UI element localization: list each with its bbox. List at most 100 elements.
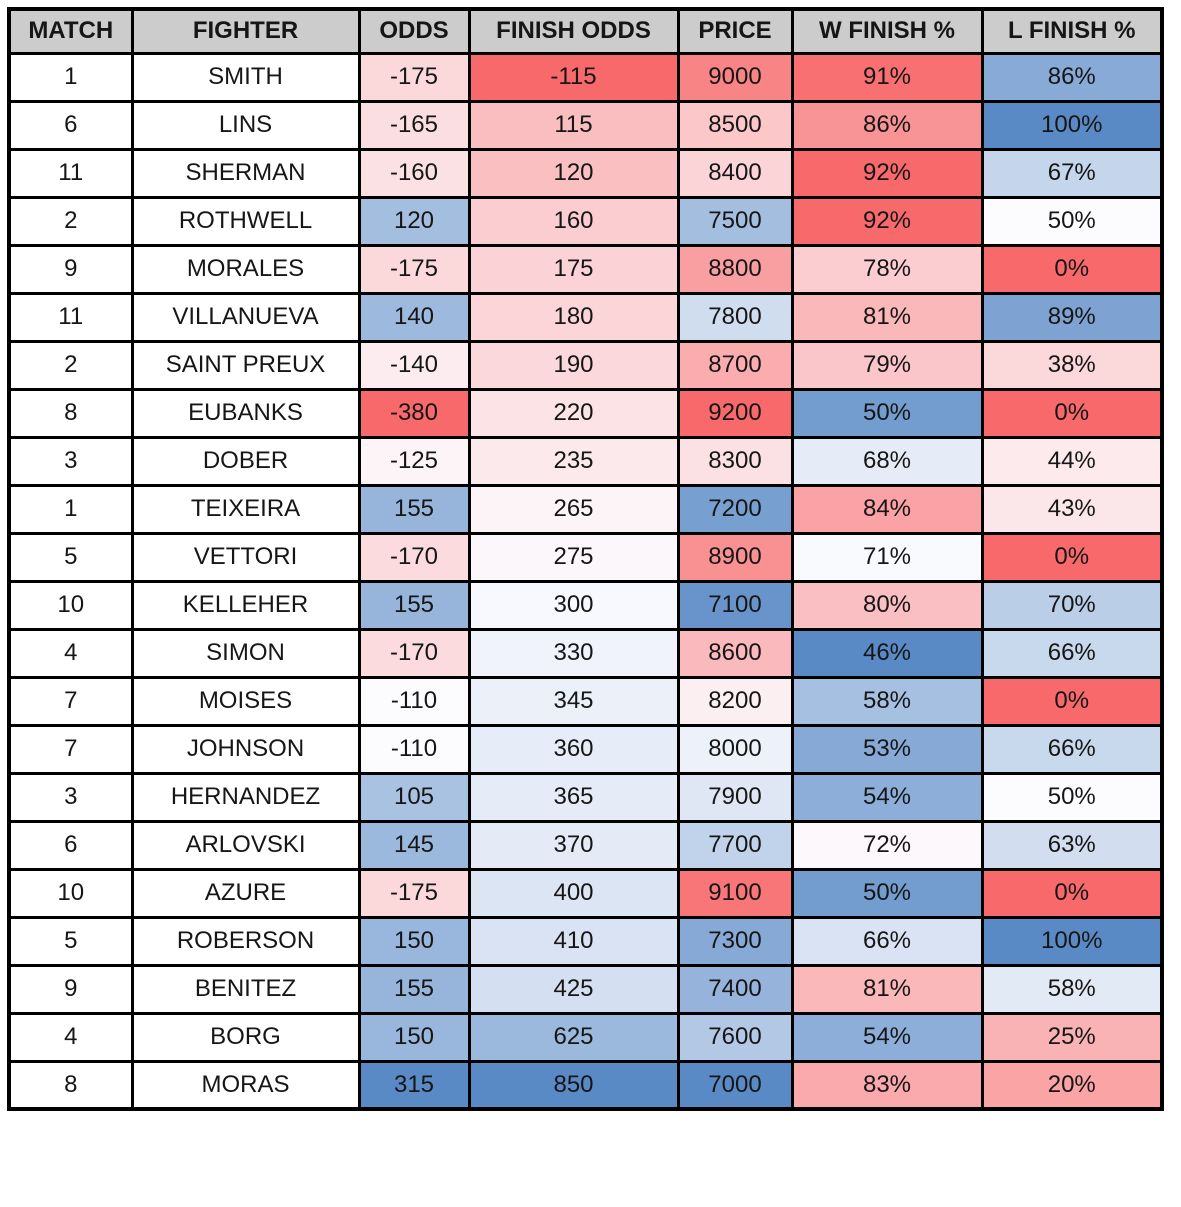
cell-match: 8 bbox=[7, 1059, 134, 1111]
cell-l-finish-pct: 100% bbox=[980, 915, 1164, 967]
cell-match: 7 bbox=[7, 723, 134, 775]
cell-l-finish-pct: 0% bbox=[980, 531, 1164, 583]
cell-w-finish-pct: 68% bbox=[790, 435, 984, 487]
cell-w-finish-pct: 66% bbox=[790, 915, 984, 967]
cell-price: 8700 bbox=[676, 339, 794, 391]
cell-fighter: VILLANUEVA bbox=[130, 291, 361, 343]
table-row: 9 MORALES -175 175 8800 78% 0% bbox=[7, 243, 1164, 295]
cell-match: 2 bbox=[7, 339, 134, 391]
table-row: 10 KELLEHER 155 300 7100 80% 70% bbox=[7, 579, 1164, 631]
cell-match: 11 bbox=[7, 291, 134, 343]
cell-finish-odds: 160 bbox=[467, 195, 680, 247]
cell-odds: -110 bbox=[357, 675, 471, 727]
cell-odds: -165 bbox=[357, 99, 471, 151]
cell-price: 8000 bbox=[676, 723, 794, 775]
cell-w-finish-pct: 81% bbox=[790, 291, 984, 343]
cell-match: 10 bbox=[7, 867, 134, 919]
column-header-price: PRICE bbox=[676, 7, 794, 55]
cell-finish-odds: 850 bbox=[467, 1059, 680, 1111]
cell-w-finish-pct: 80% bbox=[790, 579, 984, 631]
cell-match: 3 bbox=[7, 771, 134, 823]
cell-odds: -175 bbox=[357, 867, 471, 919]
cell-w-finish-pct: 54% bbox=[790, 1011, 984, 1063]
cell-w-finish-pct: 71% bbox=[790, 531, 984, 583]
cell-price: 8300 bbox=[676, 435, 794, 487]
cell-match: 1 bbox=[7, 51, 134, 103]
table-row: 4 BORG 150 625 7600 54% 25% bbox=[7, 1011, 1164, 1063]
cell-l-finish-pct: 0% bbox=[980, 387, 1164, 439]
cell-finish-odds: 115 bbox=[467, 99, 680, 151]
cell-odds: -175 bbox=[357, 51, 471, 103]
cell-w-finish-pct: 92% bbox=[790, 195, 984, 247]
cell-l-finish-pct: 0% bbox=[980, 243, 1164, 295]
cell-fighter: SAINT PREUX bbox=[130, 339, 361, 391]
cell-fighter: ROTHWELL bbox=[130, 195, 361, 247]
cell-fighter: JOHNSON bbox=[130, 723, 361, 775]
cell-l-finish-pct: 0% bbox=[980, 867, 1164, 919]
cell-odds: 150 bbox=[357, 915, 471, 967]
cell-fighter: AZURE bbox=[130, 867, 361, 919]
cell-price: 7400 bbox=[676, 963, 794, 1015]
cell-finish-odds: 370 bbox=[467, 819, 680, 871]
cell-l-finish-pct: 50% bbox=[980, 195, 1164, 247]
table-row: 1 SMITH -175 -115 9000 91% 86% bbox=[7, 51, 1164, 103]
cell-fighter: KELLEHER bbox=[130, 579, 361, 631]
cell-l-finish-pct: 0% bbox=[980, 675, 1164, 727]
column-header-finish-odds: FINISH ODDS bbox=[467, 7, 680, 55]
cell-l-finish-pct: 38% bbox=[980, 339, 1164, 391]
cell-finish-odds: 365 bbox=[467, 771, 680, 823]
cell-w-finish-pct: 72% bbox=[790, 819, 984, 871]
cell-fighter: LINS bbox=[130, 99, 361, 151]
cell-odds: -175 bbox=[357, 243, 471, 295]
table-row: 6 ARLOVSKI 145 370 7700 72% 63% bbox=[7, 819, 1164, 871]
cell-price: 8900 bbox=[676, 531, 794, 583]
cell-w-finish-pct: 58% bbox=[790, 675, 984, 727]
cell-match: 11 bbox=[7, 147, 134, 199]
cell-finish-odds: 180 bbox=[467, 291, 680, 343]
cell-price: 7500 bbox=[676, 195, 794, 247]
cell-odds: 105 bbox=[357, 771, 471, 823]
cell-finish-odds: 265 bbox=[467, 483, 680, 535]
cell-odds: 140 bbox=[357, 291, 471, 343]
cell-fighter: TEIXEIRA bbox=[130, 483, 361, 535]
cell-odds: -170 bbox=[357, 627, 471, 679]
cell-match: 9 bbox=[7, 963, 134, 1015]
cell-w-finish-pct: 50% bbox=[790, 867, 984, 919]
cell-w-finish-pct: 50% bbox=[790, 387, 984, 439]
cell-odds: -170 bbox=[357, 531, 471, 583]
cell-finish-odds: 400 bbox=[467, 867, 680, 919]
cell-fighter: MORALES bbox=[130, 243, 361, 295]
cell-odds: 315 bbox=[357, 1059, 471, 1111]
cell-w-finish-pct: 81% bbox=[790, 963, 984, 1015]
cell-price: 7600 bbox=[676, 1011, 794, 1063]
table-row: 3 DOBER -125 235 8300 68% 44% bbox=[7, 435, 1164, 487]
cell-fighter: MOISES bbox=[130, 675, 361, 727]
table-row: 10 AZURE -175 400 9100 50% 0% bbox=[7, 867, 1164, 919]
cell-price: 9100 bbox=[676, 867, 794, 919]
cell-match: 7 bbox=[7, 675, 134, 727]
cell-finish-odds: 120 bbox=[467, 147, 680, 199]
cell-odds: 145 bbox=[357, 819, 471, 871]
fight-odds-table: MATCH FIGHTER ODDS FINISH ODDS PRICE W F… bbox=[7, 7, 1164, 1111]
cell-price: 8500 bbox=[676, 99, 794, 151]
table-row: 11 SHERMAN -160 120 8400 92% 67% bbox=[7, 147, 1164, 199]
cell-fighter: MORAS bbox=[130, 1059, 361, 1111]
cell-price: 7000 bbox=[676, 1059, 794, 1111]
table-row: 8 EUBANKS -380 220 9200 50% 0% bbox=[7, 387, 1164, 439]
cell-w-finish-pct: 91% bbox=[790, 51, 984, 103]
cell-finish-odds: 330 bbox=[467, 627, 680, 679]
cell-fighter: SIMON bbox=[130, 627, 361, 679]
cell-price: 8400 bbox=[676, 147, 794, 199]
cell-finish-odds: 360 bbox=[467, 723, 680, 775]
cell-odds: 155 bbox=[357, 579, 471, 631]
cell-fighter: BORG bbox=[130, 1011, 361, 1063]
cell-odds: 150 bbox=[357, 1011, 471, 1063]
cell-match: 3 bbox=[7, 435, 134, 487]
cell-price: 8800 bbox=[676, 243, 794, 295]
column-header-match: MATCH bbox=[7, 7, 134, 55]
column-header-odds: ODDS bbox=[357, 7, 471, 55]
cell-l-finish-pct: 44% bbox=[980, 435, 1164, 487]
table-row: 11 VILLANUEVA 140 180 7800 81% 89% bbox=[7, 291, 1164, 343]
table-row: 2 SAINT PREUX -140 190 8700 79% 38% bbox=[7, 339, 1164, 391]
cell-match: 9 bbox=[7, 243, 134, 295]
